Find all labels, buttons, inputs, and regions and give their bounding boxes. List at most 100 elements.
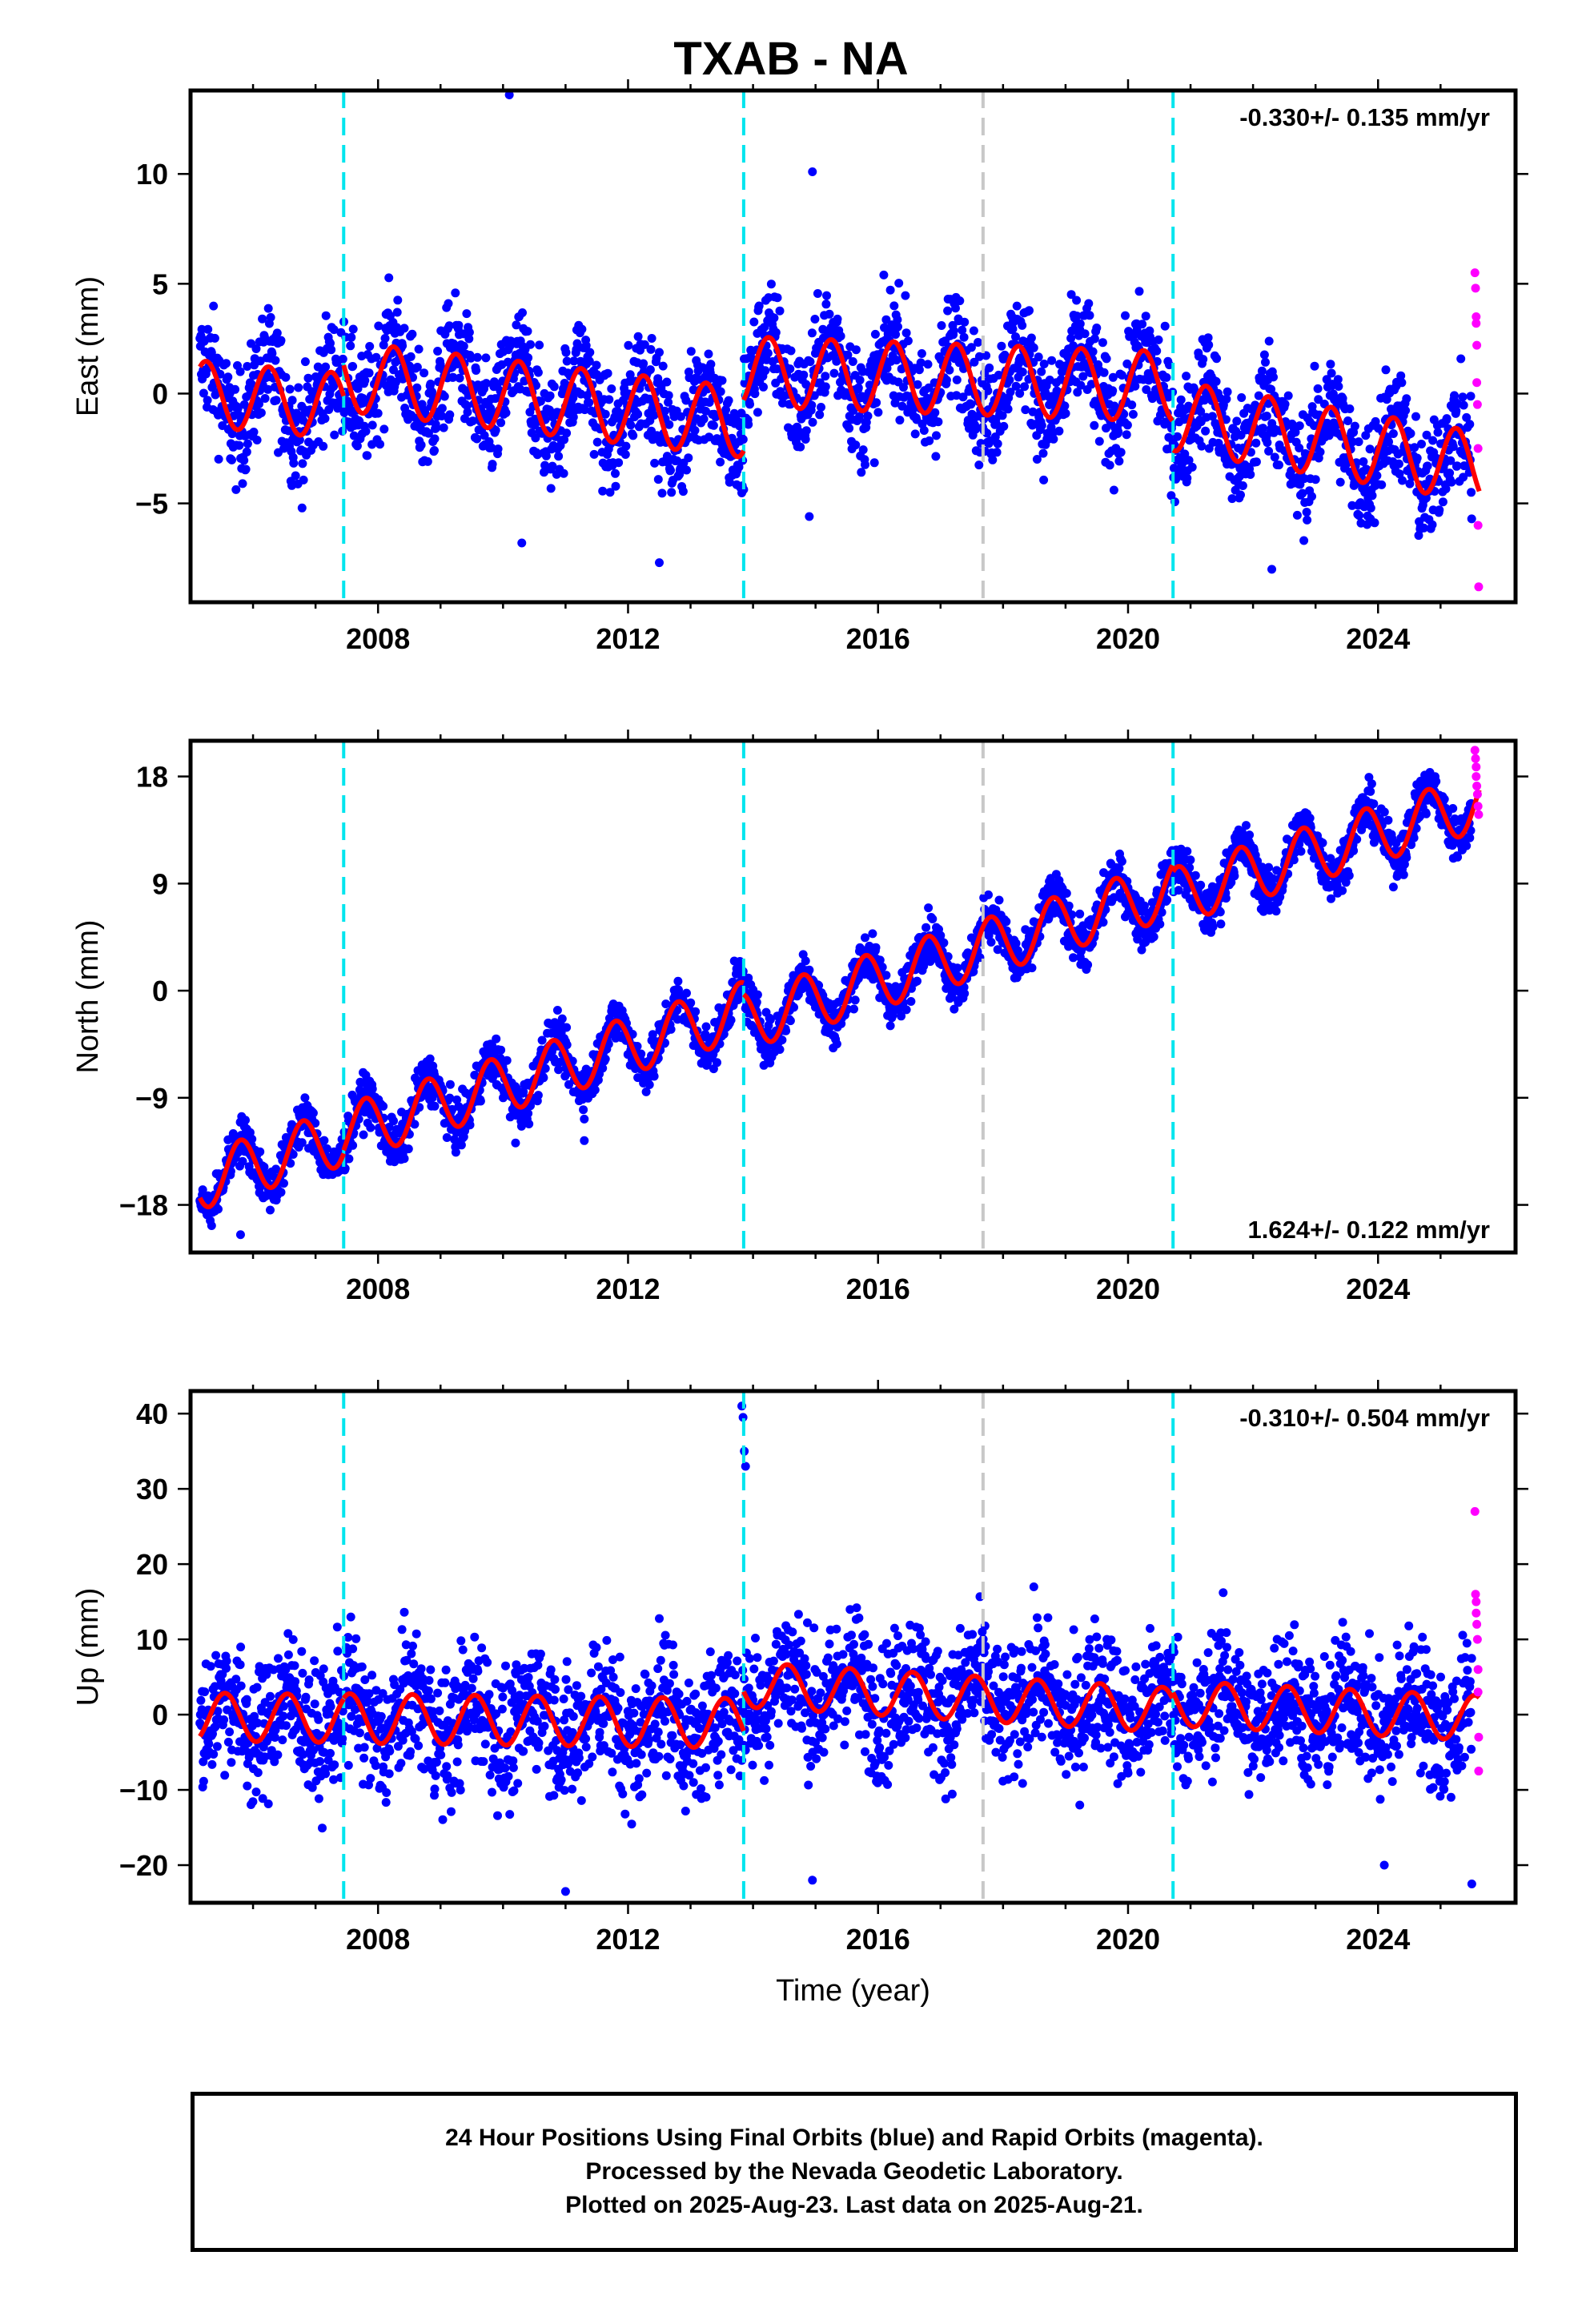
data-point — [320, 414, 330, 424]
data-point — [781, 1026, 791, 1035]
data-point — [1335, 477, 1345, 487]
data-point — [775, 306, 785, 316]
data-point — [1027, 963, 1037, 973]
data-point — [1355, 511, 1364, 521]
data-point — [789, 1003, 798, 1012]
data-point — [1002, 917, 1011, 927]
data-point — [1345, 404, 1355, 413]
data-point — [1448, 442, 1458, 452]
data-point — [1085, 311, 1094, 320]
data-point — [1280, 400, 1290, 409]
data-point — [1094, 436, 1104, 446]
data-point — [481, 379, 491, 388]
model-line-segment — [1171, 383, 1482, 496]
data-point — [1021, 405, 1030, 415]
data-point — [1154, 335, 1163, 344]
data-point — [295, 435, 304, 444]
data-point — [678, 487, 688, 497]
data-point — [1221, 894, 1231, 903]
data-point — [568, 412, 578, 422]
data-point — [294, 383, 303, 392]
data-point — [882, 364, 892, 373]
data-point — [801, 956, 810, 966]
data-point — [1291, 428, 1300, 437]
data-point — [699, 414, 709, 424]
data-point — [568, 393, 578, 403]
data-point — [1098, 338, 1107, 348]
data-point — [738, 435, 748, 444]
data-point — [1137, 945, 1146, 955]
data-point — [871, 943, 881, 952]
data-point — [939, 938, 949, 947]
data-point — [621, 441, 631, 451]
data-point — [914, 365, 924, 375]
data-point — [364, 368, 374, 378]
data-point — [454, 320, 464, 330]
data-point — [821, 300, 831, 309]
data-point — [1060, 401, 1070, 411]
data-point — [1311, 475, 1320, 485]
data-point — [1114, 864, 1124, 873]
data-point — [1350, 421, 1359, 431]
data-point — [752, 998, 761, 1007]
data-point — [604, 395, 614, 404]
data-point — [1313, 384, 1323, 393]
data-point — [1232, 416, 1242, 426]
model-line-segment — [741, 335, 1174, 423]
data-point — [1062, 889, 1071, 898]
data-point — [888, 1011, 897, 1020]
data-point — [932, 431, 941, 440]
data-point — [943, 952, 953, 961]
data-point — [923, 360, 933, 369]
data-point — [1013, 946, 1022, 955]
data-point — [1086, 380, 1096, 389]
data-point — [1072, 312, 1082, 321]
data-point — [1174, 886, 1183, 895]
data-point — [1006, 388, 1015, 396]
data-point — [452, 1095, 462, 1104]
data-point — [465, 1120, 475, 1130]
data-point — [526, 340, 535, 349]
data-point — [1327, 368, 1336, 378]
data-point — [1039, 475, 1049, 485]
data-point — [665, 420, 674, 429]
data-point — [1292, 510, 1302, 520]
data-point — [1262, 412, 1271, 420]
data-point — [1215, 907, 1225, 917]
data-point — [1246, 470, 1255, 479]
data-point — [1465, 420, 1475, 429]
data-point — [464, 334, 474, 344]
data-point — [207, 1221, 216, 1230]
data-point — [330, 430, 339, 440]
data-point — [392, 308, 402, 317]
data-point — [1343, 416, 1353, 425]
data-point — [271, 396, 281, 405]
data-point — [1029, 343, 1038, 352]
data-point — [894, 279, 904, 288]
data-point — [1370, 518, 1379, 528]
data-point — [1099, 368, 1109, 377]
data-point — [870, 329, 880, 339]
data-point — [1028, 407, 1038, 416]
data-point — [1402, 394, 1411, 404]
data-point — [600, 1054, 610, 1063]
data-point — [686, 347, 696, 356]
data-point — [1128, 409, 1138, 419]
data-point — [283, 426, 293, 436]
data-point — [861, 460, 869, 469]
data-point — [1212, 354, 1222, 364]
data-point — [901, 328, 911, 338]
data-point — [545, 391, 555, 400]
data-point — [279, 1179, 288, 1188]
data-point — [855, 376, 865, 385]
data-point — [298, 459, 307, 468]
data-point — [400, 1154, 409, 1164]
data-point — [569, 356, 579, 366]
data-point — [554, 1065, 564, 1075]
data-point — [241, 464, 251, 474]
data-point — [1005, 376, 1014, 384]
data-point — [1299, 536, 1309, 545]
data-point — [1180, 449, 1190, 459]
data-point — [778, 398, 787, 408]
